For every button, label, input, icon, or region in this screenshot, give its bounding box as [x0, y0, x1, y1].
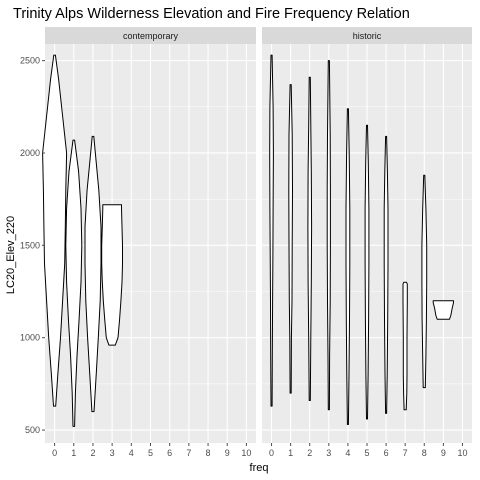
- x-tick-label: 3: [110, 448, 115, 458]
- x-tick-label: 0: [269, 448, 274, 458]
- x-tick-label: 8: [422, 448, 427, 458]
- x-axis-title: freq: [250, 462, 269, 474]
- y-tick-label: 500: [25, 425, 40, 435]
- x-tick-label: 2: [90, 448, 95, 458]
- y-axis-title: LC20_Elev_220: [5, 216, 17, 294]
- violin-freq-4: [346, 109, 350, 425]
- x-tick-label: 7: [186, 448, 191, 458]
- x-tick-label: 4: [345, 448, 350, 458]
- violin-freq-6: [384, 136, 388, 413]
- x-tick-label: 10: [457, 448, 467, 458]
- violin-freq-3: [327, 61, 330, 410]
- x-tick-label: 9: [441, 448, 446, 458]
- violin-freq-3: [102, 205, 123, 345]
- x-axis-ticks-historic: 0 1 2 3 4 5 6 7 8 9 10: [269, 443, 467, 458]
- violin-freq-5: [365, 125, 369, 419]
- strip-label-historic: historic: [353, 31, 382, 41]
- x-tick-label: 8: [206, 448, 211, 458]
- x-tick-label: 6: [167, 448, 172, 458]
- violin-freq-7: [403, 282, 407, 410]
- chart-title: Trinity Alps Wilderness Elevation and Fi…: [13, 6, 410, 22]
- facet-panel-contemporary: contemporary 0 1 2 3 4 5 6 7 8 9 10: [43, 27, 256, 458]
- x-tick-label: 9: [225, 448, 230, 458]
- x-tick-label: 1: [288, 448, 293, 458]
- x-axis-ticks-contemporary: 0 1 2 3 4 5 6 7 8 9 10: [52, 443, 251, 458]
- violin-freq-8: [422, 175, 427, 387]
- x-tick-label: 1: [71, 448, 76, 458]
- x-tick-label: 0: [52, 448, 57, 458]
- x-tick-label: 3: [326, 448, 331, 458]
- y-tick-label: 2500: [20, 56, 40, 66]
- x-tick-label: 7: [403, 448, 408, 458]
- y-tick-label: 2000: [20, 148, 40, 158]
- strip-label-contemporary: contemporary: [123, 31, 179, 41]
- violin-freq-9: [433, 301, 453, 319]
- x-tick-label: 2: [307, 448, 312, 458]
- violin-freq-2: [308, 77, 312, 400]
- x-tick-label: 5: [148, 448, 153, 458]
- y-tick-label: 1500: [20, 240, 40, 250]
- x-tick-label: 5: [364, 448, 369, 458]
- x-tick-label: 6: [384, 448, 389, 458]
- y-tick-label: 1000: [20, 333, 40, 343]
- y-axis: 500 1000 1500 2000 2500: [20, 56, 45, 435]
- facet-panel-historic: historic 0 1 2 3 4 5 6 7 8 9 10: [262, 27, 472, 458]
- x-tick-label: 4: [129, 448, 134, 458]
- x-tick-label: 10: [241, 448, 251, 458]
